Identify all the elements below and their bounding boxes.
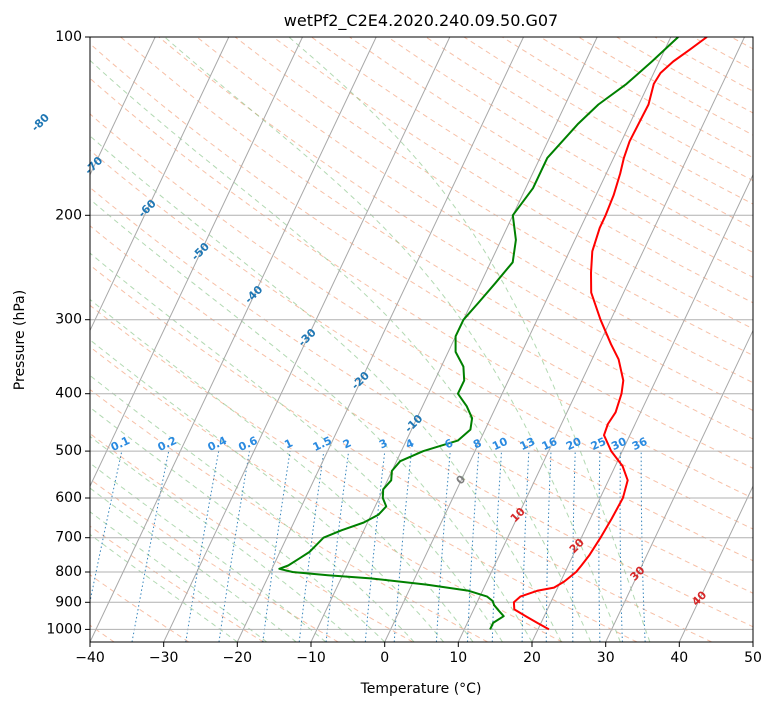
isotherm-line	[90, 37, 303, 488]
moist-adiabat-line	[288, 37, 651, 642]
x-tick-label: −40	[75, 650, 105, 666]
dry-adiabat-line	[234, 37, 753, 356]
moist-adiabat-line	[90, 435, 356, 642]
dewpoint-line	[278, 37, 679, 630]
mixing-ratio-label: 30	[609, 435, 629, 453]
skewed-isotherms	[90, 37, 753, 642]
dry-adiabat-line	[90, 225, 753, 628]
isotherm-line	[531, 173, 753, 642]
x-tick-label: −20	[223, 650, 253, 666]
temperature-line	[512, 37, 708, 631]
y-tick-label: 500	[55, 443, 82, 459]
isotherm-line	[678, 485, 753, 642]
mixing-ratio-label: 25	[589, 435, 608, 453]
dry-adiabat-line	[272, 37, 753, 330]
dry-adiabat-line	[90, 346, 563, 642]
moist-adiabat-line	[90, 135, 562, 642]
dry-adiabat-line	[158, 37, 753, 411]
mixing-ratio-line	[298, 451, 325, 642]
mixing-ratio-lines	[90, 450, 646, 642]
isotherm-line	[457, 37, 745, 642]
dry-adiabat-line	[90, 264, 712, 642]
x-axis-ticks: −40 −30 −20 −10 0 10 20 30 40 50	[75, 642, 762, 666]
y-tick-label: 600	[55, 490, 82, 506]
plot-frame	[89, 36, 754, 643]
x-tick-label: −10	[296, 650, 326, 666]
moist-adiabat-line	[164, 37, 621, 642]
isotherm-line	[163, 37, 451, 642]
isotherm-line	[90, 37, 156, 176]
y-tick-label: 100	[55, 29, 82, 45]
isotherm-line	[236, 37, 524, 642]
x-tick-label: 0	[380, 650, 389, 666]
x-tick-label: 20	[523, 650, 541, 666]
mixing-ratio-label: 13	[518, 435, 537, 453]
mixing-ratio-label: 10	[490, 435, 510, 453]
y-tick-label: 900	[55, 594, 82, 610]
dry-adiabat-line	[120, 37, 753, 440]
isobar-gridlines	[90, 37, 753, 630]
mixing-ratio-line	[393, 451, 412, 642]
sounding-profiles	[278, 37, 708, 631]
moist-adiabat-line	[90, 339, 444, 642]
isotherm-line	[384, 37, 672, 642]
dry-adiabat-line	[90, 186, 753, 594]
y-tick-label: 300	[55, 312, 82, 328]
moist-adiabats	[90, 37, 651, 642]
dry-adiabat-line	[90, 304, 638, 642]
x-tick-label: 50	[744, 650, 762, 666]
mixing-ratio-line	[325, 451, 350, 642]
mixing-ratio-line	[262, 451, 291, 642]
moist-adiabat-line	[90, 252, 503, 642]
isotherm-line	[310, 37, 598, 642]
y-tick-label: 700	[55, 530, 82, 546]
y-tick-label: 400	[55, 386, 82, 402]
y-tick-label: 800	[55, 564, 82, 580]
moist-adiabat-line	[90, 198, 533, 642]
mixing-ratio-label: 16	[540, 435, 560, 453]
mixing-ratio-label: 20	[564, 435, 584, 453]
y-axis-ticks: 100 200 300 400 500 600 700 800 900 1000	[46, 29, 90, 637]
x-tick-label: −30	[149, 650, 179, 666]
chart-title: wetPf2_C2E4.2020.240.09.50.G07	[284, 11, 558, 31]
moist-adiabat-line	[90, 462, 327, 642]
x-axis-label: Temperature (°C)	[360, 681, 482, 697]
isotherm-line	[605, 329, 753, 642]
dry-adiabat-line	[90, 478, 339, 642]
mixing-ratio-label: 36	[630, 435, 650, 453]
moist-adiabat-line	[90, 406, 386, 642]
x-tick-label: 10	[449, 650, 467, 666]
y-tick-label: 200	[55, 207, 82, 223]
x-tick-label: 40	[670, 650, 688, 666]
isotherm-line	[90, 37, 377, 642]
y-axis-label: Pressure (hPa)	[12, 290, 28, 390]
mixing-ratio-line	[218, 451, 250, 642]
isotherm-line	[90, 37, 230, 332]
dry-adiabats	[90, 37, 753, 642]
x-tick-label: 30	[597, 650, 615, 666]
y-tick-label: 1000	[46, 621, 82, 637]
dry-adiabat-line	[196, 37, 753, 384]
dry-adiabat-line	[90, 432, 414, 642]
moist-adiabat-line	[90, 59, 592, 642]
dry-adiabat-line	[90, 77, 753, 499]
mixing-ratio-line	[364, 451, 386, 642]
dry-adiabat-line	[90, 574, 190, 642]
